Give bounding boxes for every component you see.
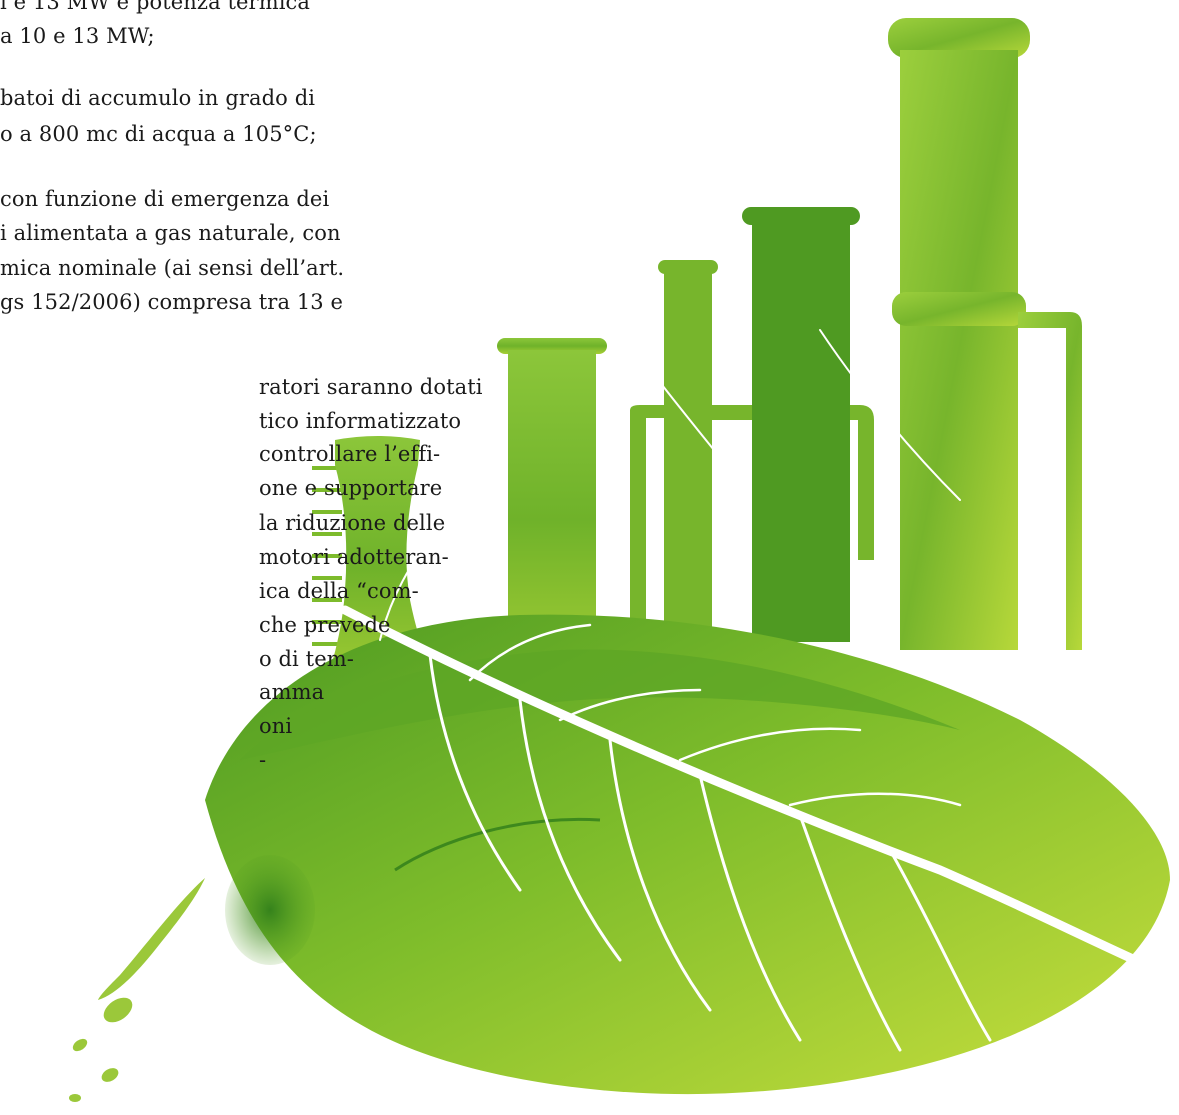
- paint-splatters: [69, 878, 205, 1102]
- article-text-line: che prevede: [259, 611, 391, 639]
- article-text-line: controllare l’effi-: [259, 440, 440, 468]
- article-text-line: tico informatizzato: [259, 407, 461, 435]
- article-text-line: gs 152/2006) compresa tra 13 e: [0, 288, 343, 316]
- chimney-medium: [742, 207, 860, 642]
- article-text-line: i e 13 MW e potenza termica: [0, 0, 310, 16]
- article-text-line: ratori saranno dotati: [259, 373, 483, 401]
- article-text-line: o a 800 mc di acqua a 105°C;: [0, 120, 317, 148]
- article-text-line: con funzione di emergenza dei: [0, 185, 329, 213]
- article-text-line: la riduzione delle: [259, 509, 445, 537]
- article-text-line: batoi di accumulo in grado di: [0, 84, 315, 112]
- article-text-line: -: [259, 746, 266, 774]
- article-text-line: ica della “com-: [259, 577, 419, 605]
- leaf-shape: [205, 615, 1170, 1094]
- article-text-line: motori adotteran-: [259, 543, 449, 571]
- article-text-line: o di tem-: [259, 645, 354, 673]
- article-text-line: mica nominale (ai sensi dell’art.: [0, 254, 344, 282]
- chimney-tall: [888, 18, 1082, 650]
- article-text-line: i alimentata a gas naturale, con: [0, 219, 341, 247]
- article-text-line: amma: [259, 678, 324, 706]
- article-text-line: a 10 e 13 MW;: [0, 22, 155, 50]
- article-text-line: one e supportare: [259, 474, 442, 502]
- article-text-line: oni: [259, 712, 292, 740]
